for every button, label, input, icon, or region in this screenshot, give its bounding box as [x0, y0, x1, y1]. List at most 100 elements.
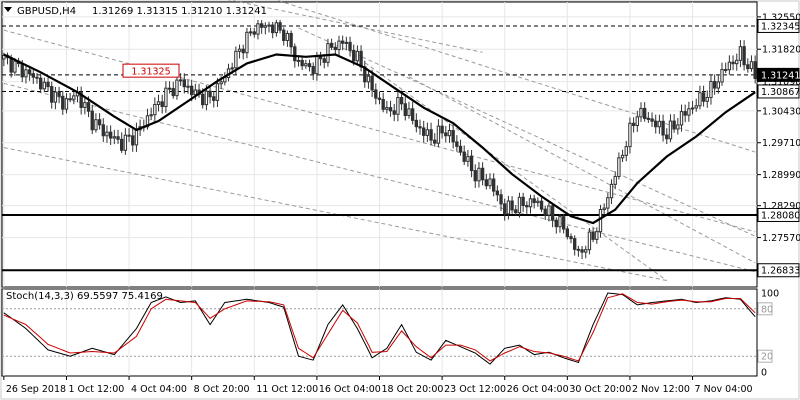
candle	[591, 227, 595, 243]
candle-body	[105, 131, 109, 137]
candle	[252, 27, 256, 38]
price-tick-label: 1.31090	[762, 77, 800, 88]
candle-body	[145, 115, 150, 128]
candle	[712, 74, 717, 95]
level-label-box	[757, 84, 800, 99]
candle-body	[186, 85, 190, 88]
candle-body	[149, 114, 153, 117]
candle	[212, 91, 216, 108]
candle-body	[108, 131, 113, 139]
candle-body	[359, 50, 363, 68]
candle-body	[204, 90, 209, 106]
candle-body	[694, 105, 698, 109]
candle-body	[311, 66, 315, 75]
date-tick-label: 4 Oct 04:00	[131, 384, 187, 395]
candle-body	[385, 107, 389, 110]
candle	[403, 96, 407, 121]
date-tick-label: 26 Sep 2018	[6, 384, 66, 395]
channel-line	[3, 82, 756, 273]
candle	[50, 81, 54, 109]
candle	[532, 194, 536, 209]
candle-body	[550, 205, 555, 221]
candle-body	[68, 98, 72, 101]
candle	[746, 58, 750, 73]
candle-body	[558, 216, 562, 228]
candle	[587, 227, 592, 255]
candle	[528, 194, 533, 214]
candle	[646, 112, 651, 123]
candle	[473, 164, 477, 188]
candle	[672, 114, 676, 133]
candle	[97, 113, 102, 130]
candle	[108, 125, 113, 146]
candle	[602, 203, 606, 217]
candle	[631, 117, 636, 133]
candle	[112, 129, 117, 145]
candle	[517, 192, 522, 218]
candle	[705, 90, 709, 108]
stoch-scale-label: 20	[761, 352, 773, 363]
candle	[377, 91, 382, 105]
channel-line	[353, 54, 668, 281]
candle	[694, 98, 698, 112]
stoch-level-box	[757, 349, 773, 363]
candle-body	[495, 190, 500, 196]
candle-body	[506, 200, 511, 215]
candle-body	[322, 58, 326, 63]
candle	[506, 195, 511, 220]
dropdown-triangle-icon[interactable]	[4, 7, 12, 12]
level-label-text: 1.28080	[761, 210, 800, 221]
candle	[668, 114, 673, 143]
candle	[550, 202, 555, 228]
candle-body	[661, 120, 665, 136]
candle-body	[668, 120, 673, 140]
candle-body	[617, 157, 621, 177]
candle	[690, 100, 695, 115]
candle-body	[134, 129, 139, 146]
candle-body	[101, 124, 105, 137]
candle	[455, 135, 459, 152]
candle-body	[42, 81, 47, 90]
candle-body	[735, 59, 739, 65]
candle	[127, 128, 131, 142]
candle	[215, 78, 220, 108]
stoch-signal-line	[3, 293, 756, 362]
channel-line	[408, 76, 756, 264]
candle	[105, 125, 109, 143]
level-label-text: 1.26833	[761, 266, 800, 277]
candle-body	[377, 97, 382, 100]
candle-body	[466, 155, 470, 162]
candle	[208, 85, 212, 104]
candle	[514, 205, 518, 216]
candle	[606, 192, 610, 216]
price-tick-label: 1.28290	[762, 201, 800, 212]
candle	[370, 69, 374, 97]
candle	[407, 101, 411, 119]
candle-body	[20, 63, 24, 78]
candle	[624, 140, 628, 162]
candle-body	[57, 91, 61, 97]
candle	[31, 69, 35, 84]
candle	[661, 114, 665, 142]
candle	[701, 85, 706, 107]
price-tick-label: 1.28990	[762, 170, 800, 181]
candle-body	[665, 134, 669, 140]
candle-body	[326, 43, 330, 63]
channel-line	[227, 0, 483, 53]
candle-body	[344, 41, 349, 44]
candle-body	[164, 87, 168, 108]
candle	[116, 129, 120, 144]
candle-body	[609, 183, 614, 199]
candle	[156, 94, 161, 112]
candle	[466, 149, 470, 167]
candle-body	[602, 207, 606, 211]
chart-header: GBPUSD,H4 1.31269 1.31315 1.31210 1.3124…	[4, 6, 267, 17]
candle	[749, 55, 754, 72]
candle	[650, 112, 654, 127]
candle-body	[536, 200, 540, 204]
ma-line	[3, 53, 756, 225]
candle-body	[414, 119, 419, 128]
candle-body	[440, 125, 444, 134]
candle	[329, 38, 334, 51]
